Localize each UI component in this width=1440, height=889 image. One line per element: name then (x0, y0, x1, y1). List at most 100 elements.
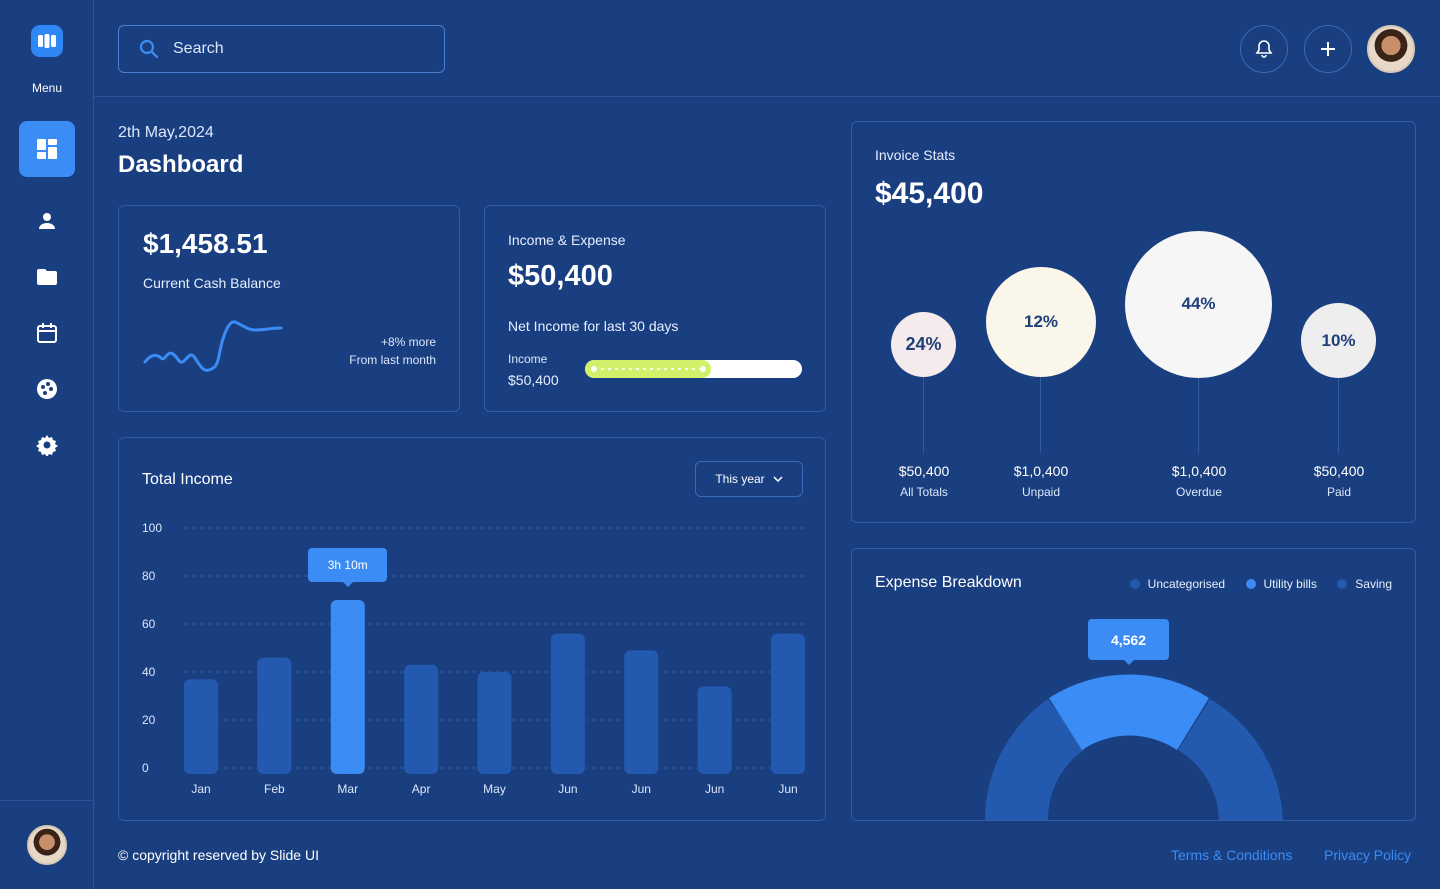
calendar-icon (37, 323, 57, 343)
dashboard-icon (37, 139, 57, 159)
x-tick-label: Jun (558, 782, 577, 796)
sidebar: Menu (0, 0, 94, 889)
x-tick-label: Jun (778, 782, 797, 796)
bubble-overdue-value: $1,0,400 (1171, 463, 1227, 479)
app-logo[interactable] (31, 25, 63, 57)
total-income-card: Total Income This year 100 80 60 40 20 0 Jan Fe… (118, 437, 826, 821)
x-tick-label: Jun (705, 782, 724, 796)
bubble-all-totals-value: $50,400 (898, 463, 950, 479)
legend-dot (1337, 579, 1348, 589)
cash-balance-card: $1,458.51 Current Cash Balance +8% more … (118, 205, 460, 412)
legend-label: Utility bills (1263, 577, 1317, 591)
invoice-amount: $45,400 (875, 177, 984, 210)
period-dropdown[interactable]: This year (695, 461, 803, 497)
donut-segment-saving (1178, 699, 1283, 820)
plus-icon (1321, 42, 1335, 56)
bar-jan[interactable] (184, 679, 218, 774)
header-divider (94, 96, 1440, 97)
bar-feb[interactable] (257, 657, 292, 774)
terms-link[interactable]: Terms & Conditions (1171, 847, 1293, 863)
expense-breakdown-card: Expense Breakdown Uncategorised Utility … (851, 548, 1416, 821)
page-title: Dashboard (118, 151, 244, 178)
expense-legend: Uncategorised Utility bills Saving (1114, 575, 1392, 593)
y-tick-label: 100 (142, 521, 162, 535)
y-tick-label: 20 (142, 713, 156, 727)
footer-copyright: © copyright reserved by Slide UI (118, 847, 319, 863)
bubble-paid-label: Paid (1326, 485, 1352, 499)
x-tick-label: Feb (264, 782, 285, 796)
privacy-link[interactable]: Privacy Policy (1324, 847, 1412, 863)
invoice-title: Invoice Stats (875, 147, 956, 163)
income-expense-card: Income & Expense $50,400 Net Income for … (484, 205, 826, 412)
income-expense-subtitle: Net Income for last 30 days (508, 318, 679, 334)
legend-dot (1245, 579, 1256, 589)
x-tick-label: May (483, 782, 506, 796)
bar-jun[interactable] (697, 686, 732, 774)
sidebar-avatar[interactable] (27, 825, 67, 865)
bubble-line-overdue (1198, 377, 1199, 453)
palette-icon (37, 379, 57, 399)
bar-jun[interactable] (624, 650, 659, 774)
sidebar-item-palette[interactable] (19, 361, 75, 417)
sidebar-item-user[interactable] (19, 193, 75, 249)
legend-label: Saving (1355, 577, 1392, 591)
cash-balance-amount: $1,458.51 (143, 228, 268, 259)
sidebar-item-folder[interactable] (19, 249, 75, 305)
cash-change-sub: From last month (349, 353, 436, 367)
header-avatar[interactable] (1367, 25, 1415, 73)
menu-label: Menu (31, 81, 63, 95)
legend-utility-bills: Utility bills (1245, 577, 1317, 591)
sidebar-item-settings[interactable] (19, 417, 75, 473)
sidebar-item-calendar[interactable] (19, 305, 75, 361)
invoice-stats-card: Invoice Stats $45,400 24% $50,400 All To… (851, 121, 1416, 523)
bubble-unpaid-value: $1,0,400 (1013, 463, 1069, 479)
bubble-unpaid-label: Unpaid (1021, 485, 1061, 499)
bubble-overdue-pct: 44% (1181, 293, 1216, 313)
bar-may[interactable] (477, 672, 512, 774)
sidebar-divider (0, 800, 93, 801)
period-dropdown-label: This year (715, 472, 765, 486)
income-label: Income (508, 352, 548, 366)
expense-title: Expense Breakdown (875, 574, 1022, 591)
expense-donut-chart (985, 674, 1283, 820)
bubble-overdue: 44% (1125, 231, 1272, 378)
expense-tooltip-text: 4,562 (1110, 631, 1147, 648)
search-icon (139, 39, 159, 59)
income-expense-title: Income & Expense (508, 232, 626, 248)
progress-dots (591, 366, 706, 372)
expense-tooltip: 4,562 (1088, 619, 1169, 665)
add-button[interactable] (1304, 25, 1352, 73)
income-progress-bar (585, 360, 802, 378)
page-date: 2th May,2024 (118, 124, 214, 141)
gear-icon (36, 435, 58, 456)
bubble-paid-pct: 10% (1321, 330, 1356, 350)
bubble-line-paid (1338, 377, 1339, 453)
bar-mar[interactable] (330, 600, 365, 774)
bubble-paid-value: $50,400 (1313, 463, 1365, 479)
bubble-all-totals: 24% (891, 312, 956, 377)
total-income-chart: 100 80 60 40 20 0 Jan Feb Mar Apr May Jun Jun Jun Jun (142, 521, 805, 796)
chevron-down-icon (773, 476, 783, 482)
legend-label: Uncategorised (1147, 577, 1226, 591)
bar-apr[interactable] (404, 664, 439, 774)
y-tick-label: 60 (142, 617, 156, 631)
x-tick-label: Jun (632, 782, 651, 796)
bubble-line-unpaid (1040, 377, 1041, 453)
folder-icon (37, 269, 57, 285)
search-input[interactable]: Search (173, 40, 224, 57)
bubble-paid: 10% (1301, 303, 1376, 378)
logo-icon (38, 34, 56, 48)
donut-segment-uncategorised (985, 699, 1085, 820)
search-bar[interactable]: Search (118, 25, 445, 73)
sidebar-item-dashboard[interactable] (19, 121, 75, 177)
notifications-button[interactable] (1240, 25, 1288, 73)
y-tick-label: 80 (142, 569, 156, 583)
bubble-unpaid-pct: 12% (1023, 312, 1059, 331)
income-progress-fill (585, 360, 711, 378)
y-tick-label: 0 (142, 761, 149, 775)
bar-jun[interactable] (550, 633, 585, 774)
legend-uncategorised: Uncategorised (1129, 577, 1226, 591)
bar-tooltip-text: 3h 10m (327, 558, 368, 572)
cash-change: +8% more (380, 335, 436, 349)
bar-jun[interactable] (771, 633, 805, 774)
